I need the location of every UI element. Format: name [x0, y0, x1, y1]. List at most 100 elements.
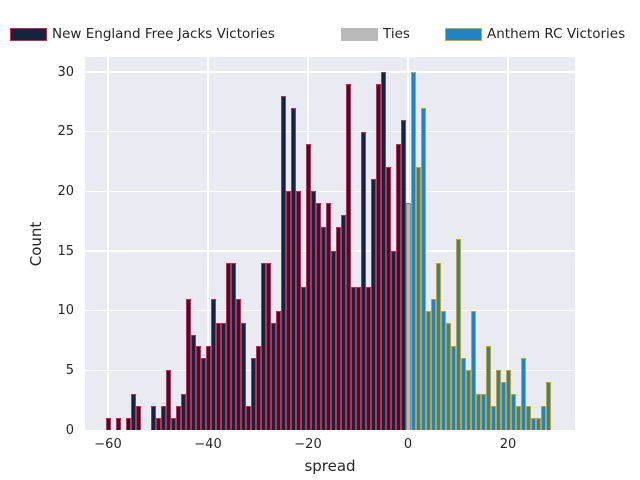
bar-free-jacks [365, 286, 371, 430]
bar-free-jacks [215, 322, 221, 430]
bar-free-jacks [265, 262, 271, 430]
bar-free-jacks [380, 72, 386, 430]
bar-free-jacks [315, 203, 321, 430]
bar-anthem [485, 346, 491, 430]
bar-free-jacks [170, 418, 176, 430]
bar-anthem [460, 358, 466, 430]
bar-free-jacks [390, 251, 396, 430]
bar-anthem [520, 358, 526, 430]
legend-label-ties: Ties [383, 26, 410, 42]
bar-free-jacks [240, 322, 246, 430]
bar-anthem [435, 262, 441, 430]
bar-free-jacks [230, 262, 236, 430]
bar-free-jacks [250, 358, 256, 430]
bar-free-jacks [205, 346, 211, 430]
bar-anthem [420, 107, 426, 430]
y-tick-label-20: 20 [57, 183, 74, 199]
bar-free-jacks [345, 83, 351, 430]
y-tick-label-30: 30 [57, 64, 74, 80]
bar-free-jacks [285, 191, 291, 430]
bar-anthem [510, 394, 516, 430]
bar-anthem [415, 167, 421, 430]
bar-free-jacks [350, 286, 356, 430]
bar-free-jacks [360, 131, 366, 430]
bar-anthem [410, 72, 416, 430]
bar-free-jacks [275, 310, 281, 430]
bar-anthem [545, 382, 551, 430]
bar-anthem [525, 406, 531, 430]
bar-free-jacks [295, 191, 301, 430]
bar-free-jacks [335, 227, 341, 430]
x-tick-label--20: −20 [294, 437, 322, 452]
free-jacks-swatch [10, 28, 47, 41]
bar-free-jacks [195, 346, 201, 430]
x-tick-label-20: 20 [499, 437, 517, 452]
bar-free-jacks [370, 179, 376, 430]
gridline-x-20 [507, 57, 509, 430]
bar-free-jacks [260, 262, 266, 430]
bar-anthem [430, 298, 436, 430]
bar-free-jacks [245, 406, 251, 430]
bar-free-jacks [355, 286, 361, 430]
bar-free-jacks [400, 119, 406, 430]
bar-free-jacks [135, 406, 141, 430]
bar-free-jacks [375, 83, 381, 430]
bar-free-jacks [115, 418, 121, 430]
bar-anthem [450, 346, 456, 430]
bar-anthem [475, 394, 481, 430]
bar-anthem [440, 310, 446, 430]
bar-free-jacks [325, 203, 331, 430]
bar-free-jacks [175, 406, 181, 430]
bar-free-jacks [305, 143, 311, 430]
bar-anthem [500, 382, 506, 430]
y-tick-label-10: 10 [57, 303, 74, 319]
legend-label-anthem: Anthem RC Victories [487, 26, 626, 42]
bar-tie [405, 203, 411, 430]
bar-free-jacks [160, 406, 166, 430]
bar-free-jacks [225, 262, 231, 430]
ties-swatch [341, 28, 378, 41]
gridline-y-25 [85, 130, 575, 133]
bar-anthem [490, 406, 496, 430]
bar-free-jacks [200, 358, 206, 430]
bar-free-jacks [185, 298, 191, 430]
bar-anthem [530, 418, 536, 430]
bar-anthem [445, 322, 451, 430]
bar-anthem [465, 370, 471, 430]
plot-area [85, 57, 575, 430]
bar-free-jacks [125, 418, 131, 430]
bar-free-jacks [150, 406, 156, 430]
bar-free-jacks [280, 95, 286, 430]
y-tick-label-5: 5 [65, 362, 74, 378]
bar-free-jacks [220, 322, 226, 430]
bar-free-jacks [330, 251, 336, 430]
bar-free-jacks [210, 298, 216, 430]
bar-free-jacks [395, 143, 401, 430]
x-tick-label--60: −60 [94, 437, 122, 452]
bar-anthem [495, 370, 501, 430]
anthem-swatch [445, 28, 482, 41]
bar-free-jacks [340, 215, 346, 430]
bar-free-jacks [165, 370, 171, 430]
bar-anthem [470, 310, 476, 430]
bar-free-jacks [105, 418, 111, 430]
gridline-x--40 [207, 57, 209, 430]
bar-free-jacks [130, 394, 136, 430]
legend-label-free-jacks: New England Free Jacks Victories [52, 26, 275, 42]
bar-anthem [455, 239, 461, 430]
bar-anthem [425, 310, 431, 430]
bar-free-jacks [235, 298, 241, 430]
gridline-x--60 [107, 57, 109, 430]
bar-free-jacks [255, 346, 261, 430]
y-tick-label-0: 0 [65, 422, 74, 438]
bar-free-jacks [320, 227, 326, 430]
x-axis-label: spread [304, 457, 356, 475]
y-axis-label: Count [27, 221, 45, 267]
gridline-y-30 [85, 71, 575, 73]
y-tick-label-15: 15 [57, 243, 74, 259]
bar-free-jacks [300, 286, 306, 430]
bar-anthem [515, 406, 521, 430]
bar-free-jacks [190, 334, 196, 430]
y-tick-label-25: 25 [57, 124, 74, 140]
